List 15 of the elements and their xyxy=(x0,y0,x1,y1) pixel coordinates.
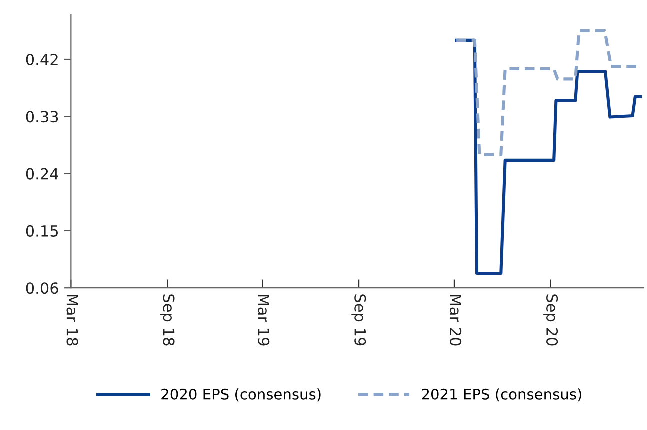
x-tick-label: Sep 20 xyxy=(544,294,558,346)
x-tick-label: Sep 19 xyxy=(352,294,366,346)
x-tick-label: Sep 18 xyxy=(160,294,175,346)
line-series xyxy=(455,29,640,156)
x-tick-label: Mar 18 xyxy=(66,295,78,346)
legend-label: 2021 EPS (consensus) xyxy=(422,388,582,402)
y-tick-label: 0.06 xyxy=(26,282,58,294)
x-tick-label: Mar 19 xyxy=(258,295,270,346)
y-tick-label: 0.33 xyxy=(26,111,58,123)
line-series xyxy=(455,38,642,276)
y-tick-label: 0.42 xyxy=(26,54,58,66)
x-tick-label: Mar 20 xyxy=(450,295,462,346)
y-tick-label: 0.24 xyxy=(26,168,59,180)
legend-label: 2020 EPS (consensus) xyxy=(162,388,321,402)
y-tick-label: 0.15 xyxy=(26,225,58,237)
